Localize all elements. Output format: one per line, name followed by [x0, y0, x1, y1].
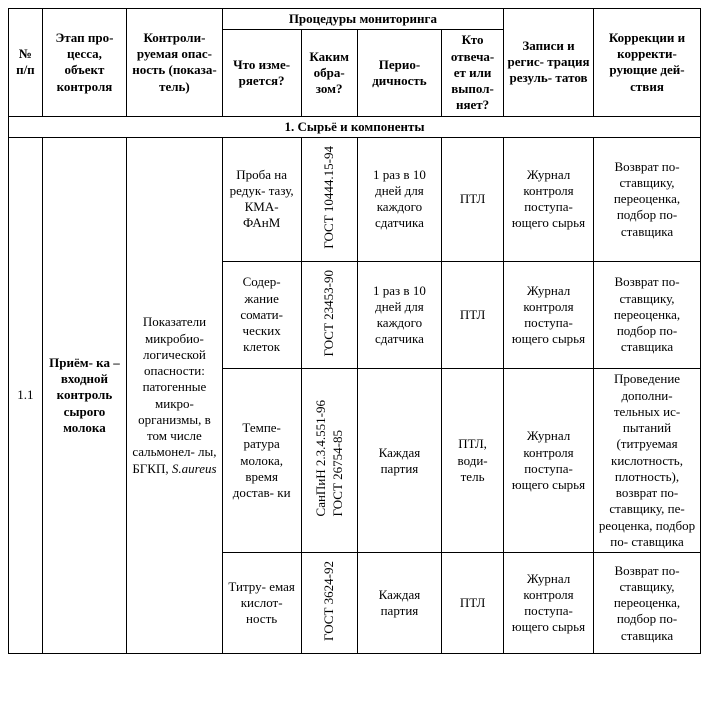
cell-corrections: Возврат по- ставщику, переоценка, подбор…	[594, 137, 701, 261]
header-num: № п/п	[9, 9, 43, 117]
header-who: Кто отвеча- ет или выпол- няет?	[442, 30, 504, 116]
cell-how: СанПиН 2.3.4.551-96ГОСТ 26754-85	[301, 369, 357, 553]
cell-corrections: Проведение дополни- тельных ис- пытаний …	[594, 369, 701, 553]
header-stage: Этап про- цесса, объект контроля	[42, 9, 126, 117]
cell-what: Проба на редук- тазу, КМА- ФАнМ	[222, 137, 301, 261]
cell-who: ПТЛ	[442, 137, 504, 261]
cell-what: Титру- емая кислот- ность	[222, 553, 301, 654]
header-monitoring-group: Процедуры мониторинга	[222, 9, 503, 30]
cell-period: Каждая партия	[357, 553, 441, 654]
header-what: Что изме- ряется?	[222, 30, 301, 116]
header-period: Перио- дичность	[357, 30, 441, 116]
header-corrections: Коррекции и корректи- рующие дей- ствия	[594, 9, 701, 117]
cell-period: 1 раз в 10 дней для каждого сдатчика	[357, 261, 441, 369]
cell-records: Журнал контроля поступа- ющего сырья	[504, 137, 594, 261]
cell-period: Каждая партия	[357, 369, 441, 553]
cell-records: Журнал контроля поступа- ющего сырья	[504, 553, 594, 654]
cell-who: ПТЛ	[442, 553, 504, 654]
cell-stage: Приём- ка – входной контроль сырого моло…	[42, 137, 126, 654]
hazard-text: Показатели микробио- логической опасност…	[132, 314, 216, 475]
cell-corrections: Возврат по- ставщику, переоценка, подбор…	[594, 261, 701, 369]
monitoring-table: № п/п Этап про- цесса, объект контроля К…	[8, 8, 701, 654]
hazard-italic: S.aureus	[172, 461, 217, 476]
cell-records: Журнал контроля поступа- ющего сырья	[504, 261, 594, 369]
table-row: 1.1 Приём- ка – входной контроль сырого …	[9, 137, 701, 261]
cell-what: Темпе- ратура молока, время достав- ки	[222, 369, 301, 553]
cell-period: 1 раз в 10 дней для каждого сдатчика	[357, 137, 441, 261]
cell-hazard: Показатели микробио- логической опасност…	[127, 137, 223, 654]
cell-what: Содер- жание сомати- ческих клеток	[222, 261, 301, 369]
cell-how: ГОСТ 10444.15-94	[301, 137, 357, 261]
header-how: Каким обра- зом?	[301, 30, 357, 116]
section-1-header: 1. Сырьё и компоненты	[9, 116, 701, 137]
cell-who: ПТЛ	[442, 261, 504, 369]
cell-how: ГОСТ 23453-90	[301, 261, 357, 369]
header-hazard: Контроли- руемая опас- ность (показа- те…	[127, 9, 223, 117]
cell-how: ГОСТ 3624-92	[301, 553, 357, 654]
cell-num: 1.1	[9, 137, 43, 654]
cell-corrections: Возврат по- ставщику, переоценка, подбор…	[594, 553, 701, 654]
header-records: Записи и регис- трация резуль- татов	[504, 9, 594, 117]
cell-records: Журнал контроля поступа- ющего сырья	[504, 369, 594, 553]
cell-who: ПТЛ, води- тель	[442, 369, 504, 553]
